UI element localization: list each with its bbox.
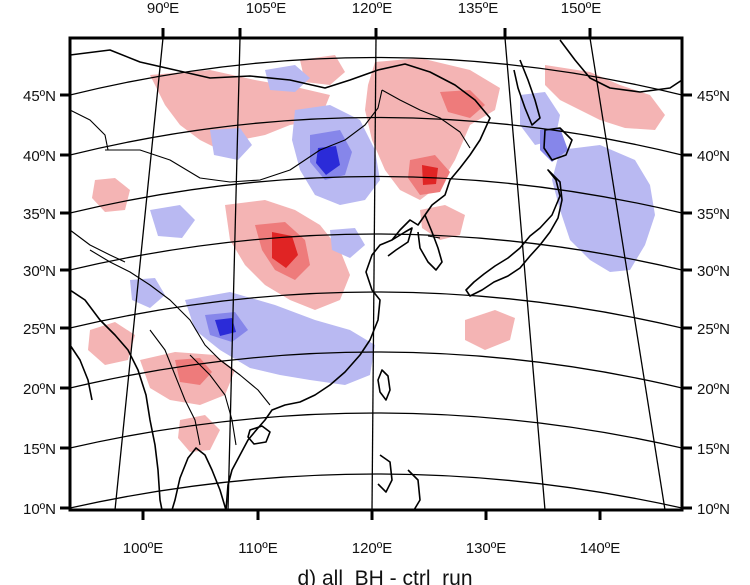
coastline-hokkaido [543, 127, 573, 161]
meridian-105e [227, 38, 241, 510]
bottom-lon-label: 130ºE [466, 540, 507, 557]
negative-anomaly-region [330, 228, 365, 258]
bottom-lon-label: 100ºE [123, 540, 164, 557]
positive-anomaly-peak [272, 232, 298, 268]
coastline-japan [465, 169, 563, 297]
left-lat-label: 15ºN [23, 441, 56, 458]
border-indochina-2 [189, 354, 237, 446]
top-lon-label: 90ºE [147, 0, 179, 17]
figure-caption: d) all_BH - ctrl_run [297, 567, 472, 585]
top-lon-label: 120ºE [352, 0, 393, 17]
graticule [70, 38, 682, 510]
left-axis-labels: 45ºN 40ºN 35ºN 30ºN 25ºN 20ºN 15ºN 10ºN [23, 88, 56, 518]
top-lon-label: 135ºE [458, 0, 499, 17]
left-lat-label: 20ºN [23, 381, 56, 398]
border-china-south [89, 249, 271, 406]
parallel-30n [70, 233, 682, 271]
bottom-axis-labels: 100ºE 110ºE 120ºE 130ºE 140ºE [123, 540, 621, 557]
positive-anomaly-peak [422, 165, 438, 185]
negative-anomaly-peak [215, 318, 236, 336]
positive-anomaly-region [545, 65, 665, 130]
meridian-150e [589, 38, 666, 510]
positive-anomaly-core [440, 90, 485, 118]
right-lat-label: 30ºN [697, 263, 730, 280]
coastline-india [70, 344, 93, 401]
parallel-40n [70, 116, 682, 156]
negative-anomaly-region [150, 205, 195, 238]
negative-anomaly-region [265, 65, 310, 92]
coastline-hainan [247, 425, 271, 445]
border-kazakh [70, 109, 109, 151]
coastline-indochina [70, 289, 163, 510]
meridian-120e [371, 38, 377, 510]
parallel-35n [70, 175, 682, 214]
left-lat-label: 25ºN [23, 321, 56, 338]
border-china-russia [381, 89, 471, 149]
right-lat-label: 35ºN [697, 206, 730, 223]
border-himalaya [70, 229, 126, 263]
right-lat-label: 25ºN [697, 321, 730, 338]
parallel-15n [70, 412, 682, 449]
positive-anomaly-core [175, 358, 212, 385]
border-indochina-1 [149, 329, 201, 446]
meridian-135e [504, 38, 546, 510]
left-lat-label: 30ºN [23, 263, 56, 280]
coastline-sakhalin [513, 59, 541, 126]
parallel-10n [70, 473, 682, 509]
bottom-lon-label: 120ºE [352, 540, 393, 557]
positive-anomaly-region [178, 415, 220, 452]
top-lon-label: 150ºE [561, 0, 602, 17]
top-axis-labels: 90ºE 105ºE 120ºE 135ºE 150ºE [147, 0, 601, 17]
left-lat-label: 40ºN [23, 148, 56, 165]
right-axis-labels: 45ºN 40ºN 35ºN 30ºN 25ºN 20ºN 15ºN 10ºN [697, 88, 730, 518]
bottom-lon-label: 110ºE [238, 540, 277, 557]
tick-marks [60, 28, 692, 520]
right-lat-label: 20ºN [697, 381, 730, 398]
border-korea [427, 235, 441, 239]
left-lat-label: 10ºN [23, 501, 56, 518]
left-lat-label: 45ºN [23, 88, 56, 105]
positive-anomaly-region [300, 55, 345, 85]
top-lon-label: 105ºE [246, 0, 287, 17]
negative-anomaly-peak [316, 146, 340, 175]
coastline-luzon [377, 454, 393, 493]
negative-anomaly-region [210, 128, 252, 160]
parallel-25n [70, 291, 682, 329]
border-china-mongolia [105, 89, 383, 183]
coastline-taiwan [377, 369, 391, 401]
right-lat-label: 45ºN [697, 88, 730, 105]
coastline-okhotsk [559, 39, 682, 93]
right-lat-label: 40ºN [697, 148, 730, 165]
negative-anomaly-region [130, 278, 165, 308]
left-lat-label: 35ºN [23, 206, 56, 223]
positive-anomaly-region [92, 178, 130, 212]
positive-anomaly-region [465, 310, 515, 350]
right-lat-label: 10ºN [697, 501, 730, 518]
positive-anomaly-region [88, 322, 135, 365]
negative-anomaly-region [552, 145, 655, 272]
parallel-20n [70, 351, 682, 389]
national-borders [70, 89, 471, 446]
bottom-lon-label: 140ºE [580, 540, 621, 557]
meridian-90e [114, 38, 164, 510]
right-lat-label: 15ºN [697, 441, 730, 458]
coastline-asia [70, 49, 491, 510]
